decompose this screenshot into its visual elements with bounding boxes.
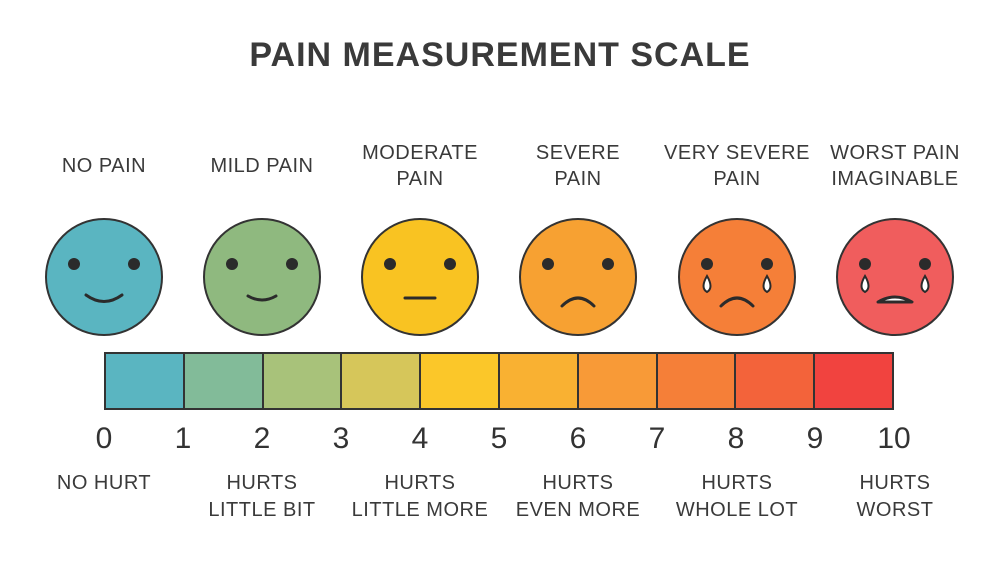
scale-description: HURTS WHOLE LOT: [675, 472, 799, 521]
face-item: MILD PAIN: [172, 138, 352, 336]
scale-tick-label: 7: [648, 422, 666, 455]
face-frown-icon: [678, 218, 796, 336]
scale-segment: [578, 354, 658, 408]
face-crying-icon: [836, 218, 954, 336]
scale-tick-label: 9: [806, 422, 824, 455]
scale-description: HURTS WORST: [856, 472, 934, 521]
page-title: PAIN MEASUREMENT SCALE: [249, 36, 751, 74]
face-big-smile-icon: [45, 218, 163, 336]
pain-scale-bar: [104, 352, 894, 410]
scale-description: NO HURT: [56, 472, 152, 494]
scale-tick-label: 5: [490, 422, 508, 455]
face-small-smile-icon: [203, 218, 321, 336]
scale-segment: [421, 354, 500, 408]
scale-tick-label: 1: [174, 422, 192, 455]
face-item: VERY SEVERE PAIN: [647, 138, 827, 336]
face-label: SEVERE PAIN: [535, 142, 621, 190]
face-neutral-icon: [361, 218, 479, 336]
scale-tick-label: 3: [332, 422, 350, 455]
scale-tick-label: 8: [727, 422, 745, 455]
face-item: NO PAIN: [14, 138, 194, 336]
face-item: WORST PAIN IMAGINABLE: [805, 138, 985, 336]
face-frown-icon: [519, 218, 637, 336]
scale-segment: [106, 354, 185, 408]
scale-tick-label: 0: [95, 422, 113, 455]
scale-segment: [815, 354, 892, 408]
face-label: WORST PAIN IMAGINABLE: [830, 142, 960, 190]
face-label: MODERATE PAIN: [362, 142, 478, 190]
scale-segment: [736, 354, 816, 408]
face-item: MODERATE PAIN: [330, 138, 510, 336]
scale-description: HURTS LITTLE MORE: [351, 472, 489, 521]
scale-segment: [342, 354, 422, 408]
scale-segment: [499, 354, 579, 408]
scale-tick-label: 4: [411, 422, 429, 455]
scale-description: HURTS EVEN MORE: [515, 472, 641, 521]
scale-segment: [184, 354, 264, 408]
scale-segment: [263, 354, 343, 408]
face-label: NO PAIN: [61, 155, 147, 177]
scale-tick-label: 6: [569, 422, 587, 455]
face-label: VERY SEVERE PAIN: [664, 142, 810, 190]
scale-tick-label: 10: [877, 422, 911, 455]
scale-tick-label: 2: [253, 422, 271, 455]
scale-description: HURTS LITTLE BIT: [208, 472, 316, 521]
scale-segment: [657, 354, 737, 408]
face-item: SEVERE PAIN: [488, 138, 668, 336]
face-label: MILD PAIN: [210, 155, 314, 177]
